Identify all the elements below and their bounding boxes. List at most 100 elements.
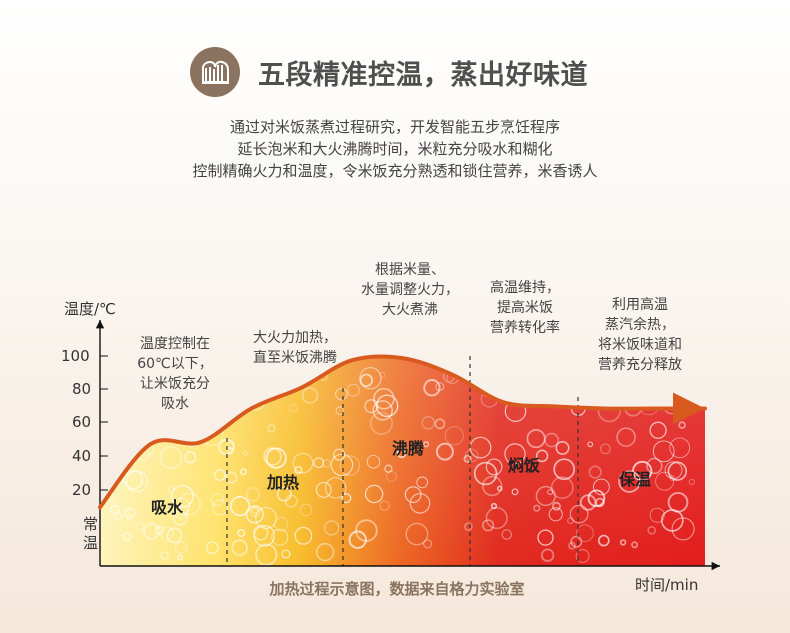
steam-bubble bbox=[463, 454, 472, 463]
steam-bubble bbox=[504, 443, 526, 465]
steam-bubble bbox=[124, 507, 136, 519]
phase-description: 高温维持， 提高米饭营养转化率 bbox=[490, 279, 560, 336]
steam-bubble bbox=[366, 455, 381, 469]
steam-bubble bbox=[570, 535, 583, 548]
phase-description-line: 直至米饭沸腾 bbox=[253, 349, 337, 366]
phase-description-line: 根据米量、 bbox=[375, 262, 445, 278]
phase-description: 温度控制在 60℃以下， 让米饭充分吸水 bbox=[137, 336, 213, 412]
steam-bubble bbox=[143, 419, 151, 426]
steam-bubble bbox=[501, 529, 512, 540]
steam-bubble bbox=[285, 372, 292, 380]
steam-bubble bbox=[471, 370, 489, 388]
steam-bubble bbox=[251, 507, 259, 515]
steam-bubble bbox=[535, 485, 556, 507]
bottom-temperature-label-2: 温 bbox=[83, 534, 98, 552]
steam-bubble bbox=[597, 534, 610, 547]
steam-bubble bbox=[213, 469, 226, 482]
steam-bubble bbox=[315, 481, 332, 498]
steam-bubble bbox=[587, 441, 594, 448]
steam-bubble bbox=[271, 528, 289, 546]
steam-bubble bbox=[416, 476, 429, 489]
steam-bubble bbox=[646, 457, 663, 475]
steam-bubble bbox=[109, 369, 131, 391]
steam-bubble bbox=[404, 486, 422, 503]
steam-bubble bbox=[552, 501, 562, 511]
steam-bubble bbox=[482, 519, 495, 532]
y-axis-ticks: 100 80 60 40 20 常 温 bbox=[61, 347, 108, 552]
phase-description-line: 吸水 bbox=[161, 396, 189, 412]
phase-description-line: 营养充分释放 bbox=[598, 357, 682, 373]
steam-bubble bbox=[123, 532, 132, 541]
steam-bubble bbox=[160, 551, 170, 560]
steam-bubble bbox=[396, 448, 407, 459]
steam-bubble bbox=[267, 424, 276, 433]
steam-bubble bbox=[341, 493, 352, 504]
steam-bubble bbox=[348, 530, 367, 549]
steam-bubble bbox=[359, 367, 382, 390]
steam-bubble bbox=[649, 421, 667, 439]
steam-bubble bbox=[647, 525, 657, 535]
y-tick-label: 20 bbox=[72, 481, 91, 499]
steam-bubble bbox=[224, 471, 238, 484]
steam-bubble bbox=[224, 404, 230, 410]
steam-bubble bbox=[567, 541, 577, 550]
phase-description-line: 温度控制在 bbox=[140, 336, 210, 352]
phase-description-line: 将米饭味道和 bbox=[598, 337, 682, 353]
steam-bubble bbox=[618, 470, 641, 493]
steam-bubble bbox=[435, 442, 454, 461]
phase-description-line: 让米饭充分 bbox=[140, 376, 210, 392]
steam-bubble bbox=[533, 504, 541, 512]
steam-bubble bbox=[667, 491, 689, 513]
phase-label: 沸腾 bbox=[392, 439, 425, 458]
steam-bubble bbox=[379, 500, 390, 511]
phase-description: 利用高温蒸汽余热， 将米饭味道和营养充分释放 bbox=[598, 296, 682, 373]
steam-bubble bbox=[172, 510, 188, 526]
steam-bubble bbox=[245, 377, 253, 385]
steam-bubble bbox=[421, 415, 436, 430]
steam-bubble bbox=[551, 476, 574, 499]
steam-bubble bbox=[409, 492, 431, 514]
steam-bubble bbox=[553, 458, 576, 481]
steam-bubble bbox=[231, 539, 248, 556]
steam-bubble bbox=[215, 395, 238, 418]
steam-bubble bbox=[373, 387, 395, 410]
steam-bubble bbox=[145, 413, 158, 426]
phase-description: 根据米量、水量调整火力， 大火煮沸 bbox=[361, 262, 459, 318]
steam-bubble bbox=[116, 408, 125, 417]
phase-description-line: 高温维持， bbox=[490, 279, 560, 296]
phase-description-line: 蒸汽余热， bbox=[605, 316, 675, 333]
steam-bubble bbox=[593, 478, 610, 496]
phase-description-line: 提高米饭 bbox=[497, 299, 553, 316]
steam-bubble bbox=[245, 505, 264, 524]
steam-bubble bbox=[294, 526, 313, 545]
intro-line: 通过对米饭蒸煮过程研究，开发智能五步烹饪程序 bbox=[229, 118, 560, 136]
steam-bubble bbox=[143, 522, 160, 540]
y-tick-label: 80 bbox=[72, 380, 91, 398]
steam-bubble bbox=[339, 455, 360, 476]
steam-bubble bbox=[220, 378, 231, 389]
steam-bubble bbox=[229, 496, 251, 517]
steam-bubble bbox=[649, 507, 665, 523]
steam-bubble bbox=[239, 468, 248, 476]
steam-bubble bbox=[384, 464, 393, 473]
intro-copy: 通过对米饭蒸煮过程研究，开发智能五步烹饪程序 延长泡米和大火沸腾时间，米粒充分吸… bbox=[0, 116, 790, 182]
steam-bubble bbox=[671, 517, 695, 541]
steam-bubble bbox=[423, 379, 441, 397]
steam-bubble bbox=[496, 485, 503, 492]
phase-description-line: 60℃以下， bbox=[137, 356, 213, 372]
steam-bubble bbox=[313, 457, 325, 469]
steam-bubble bbox=[444, 426, 464, 446]
phase-description-line: 营养转化率 bbox=[490, 319, 560, 336]
y-tick-label: 40 bbox=[72, 447, 91, 465]
steam-bubble bbox=[485, 458, 503, 476]
y-tick-label: 60 bbox=[72, 413, 91, 431]
steam-bubble bbox=[255, 543, 278, 566]
steam-bubble bbox=[288, 403, 298, 413]
steam-bubble bbox=[265, 447, 287, 469]
steam-bubble bbox=[369, 411, 394, 435]
steam-bubble bbox=[547, 489, 553, 496]
steam-bubble bbox=[667, 461, 687, 481]
